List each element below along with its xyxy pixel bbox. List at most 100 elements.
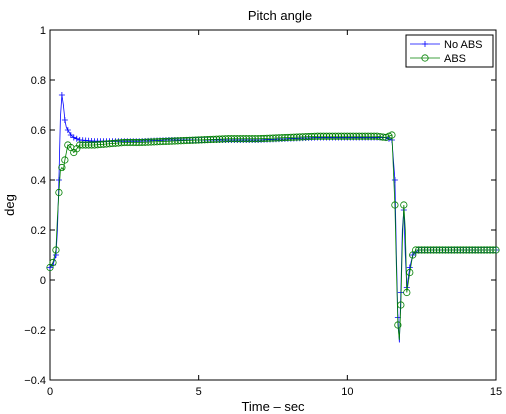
series-point: [447, 246, 455, 254]
y-tick-label: −0.4: [24, 375, 46, 387]
series-point: [192, 136, 200, 144]
series-point: [126, 138, 134, 147]
series-point: [266, 134, 274, 142]
series-point: [418, 246, 426, 254]
series-point: [328, 132, 337, 140]
series-point: [55, 188, 63, 197]
series-point: [245, 135, 253, 143]
series-point: [153, 138, 161, 146]
series-point: [474, 246, 482, 254]
series-point: [311, 132, 319, 140]
series-point: [424, 246, 432, 254]
series-point: [346, 132, 354, 140]
series-point: [218, 135, 227, 143]
series-point: [313, 132, 322, 140]
series-point: [189, 136, 197, 144]
y-tick-label: 0.2: [31, 225, 46, 237]
series-point: [305, 133, 313, 141]
series-point: [355, 132, 363, 140]
series-point: [171, 137, 179, 145]
x-tick-label: 5: [196, 386, 202, 398]
series-point: [120, 138, 128, 147]
series-point: [93, 141, 102, 149]
series-point: [263, 134, 271, 142]
series-point: [195, 136, 203, 144]
series-point: [203, 136, 212, 144]
axis-ticks: 0 5 10 15 −0.4 −0.2 0 0.2 0.4 0.6 0.8 1: [24, 25, 502, 398]
series-point: [168, 137, 176, 145]
series-point: [287, 133, 295, 141]
series-point: [114, 139, 122, 147]
series-point: [412, 246, 420, 254]
series-point: [230, 135, 238, 143]
series-point: [483, 246, 491, 254]
series-point: [343, 132, 351, 140]
series-point: [316, 132, 325, 140]
series-point: [76, 141, 84, 149]
series-point: [361, 132, 369, 140]
series-point: [462, 246, 470, 254]
series-point: [358, 132, 366, 140]
series-point: [102, 140, 111, 148]
series-point: [284, 133, 292, 142]
legend-label-1: No ABS: [444, 39, 483, 51]
series-point: [260, 134, 268, 143]
series-point: [108, 139, 117, 148]
series-point: [61, 117, 68, 123]
series-point: [465, 246, 473, 254]
series-point: [135, 138, 143, 147]
series-point: [64, 127, 71, 133]
series-point: [492, 246, 500, 254]
series-point: [55, 177, 62, 183]
legend-marker-2: [421, 54, 429, 62]
series-point: [88, 141, 96, 149]
series-point: [296, 133, 304, 141]
x-axis-label: Time – sec: [241, 399, 305, 414]
series-point: [99, 140, 108, 148]
series-point: [456, 246, 464, 254]
series-point: [352, 132, 360, 140]
series-point: [429, 246, 438, 254]
series-point: [52, 246, 60, 254]
series-point: [248, 135, 256, 143]
plot-area: [49, 29, 497, 381]
series-point: [61, 156, 69, 164]
series-point: [400, 201, 408, 209]
series-point: [201, 136, 209, 144]
series-point: [254, 135, 262, 143]
series-point: [302, 133, 310, 141]
series-point: [174, 137, 182, 145]
series-point: [489, 246, 497, 254]
series-point: [242, 135, 250, 143]
series-point: [91, 141, 99, 149]
series-point: [183, 136, 191, 145]
series-point: [364, 132, 372, 140]
series-point: [233, 135, 241, 143]
series-point: [257, 135, 265, 143]
series-point: [147, 138, 155, 146]
series-point: [278, 134, 286, 142]
series-point: [138, 138, 146, 146]
series-point: [227, 135, 235, 143]
series-point: [406, 268, 414, 277]
y-tick-label: −0.2: [24, 325, 46, 337]
series-point: [435, 246, 444, 254]
x-tick-label: 0: [47, 386, 53, 398]
series-point: [293, 133, 301, 141]
series-point: [281, 134, 289, 142]
series-point: [486, 246, 494, 254]
chart-title: Pitch angle: [248, 8, 312, 23]
series-point: [67, 132, 74, 138]
series-point: [337, 132, 345, 140]
series-point: [141, 138, 149, 146]
series-point: [209, 135, 218, 143]
series-point: [186, 136, 194, 144]
legend-marker-1: [422, 41, 428, 47]
series-point: [85, 141, 93, 149]
series-point: [49, 258, 57, 267]
series-point: [334, 132, 343, 140]
series-point: [391, 177, 398, 183]
series-point: [432, 246, 441, 254]
series-point: [388, 131, 396, 139]
